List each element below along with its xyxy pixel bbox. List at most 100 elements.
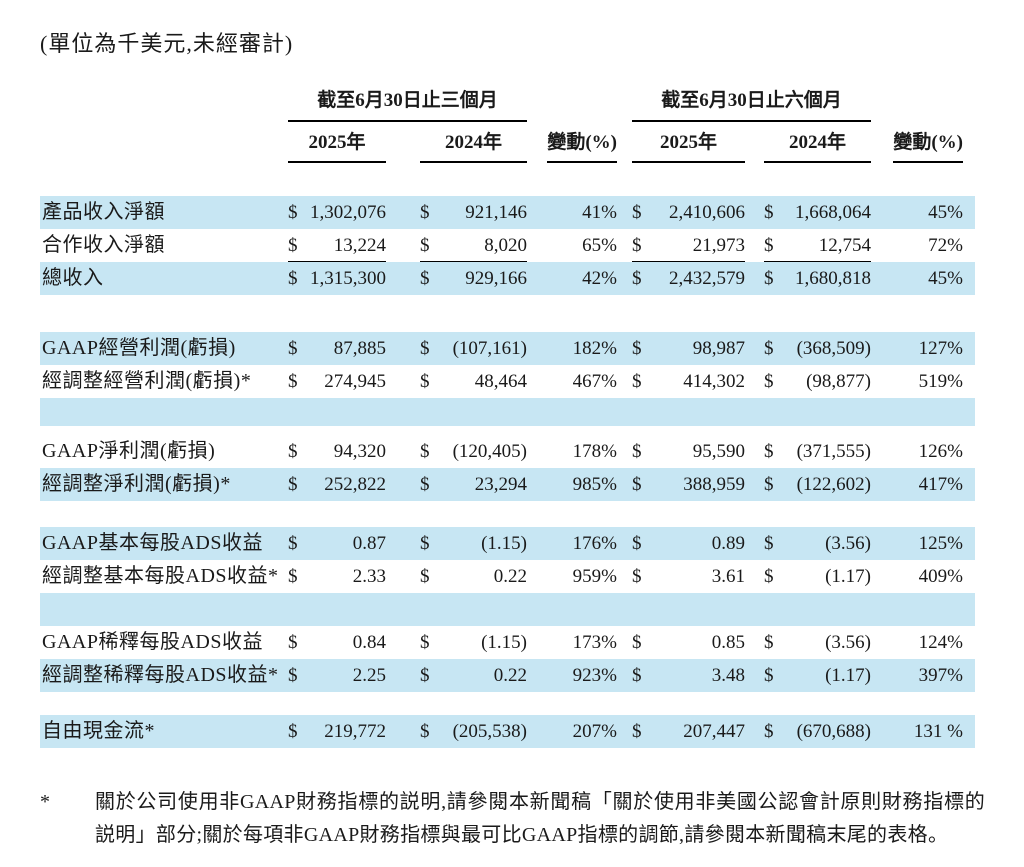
footnote: * 關於公司使用非GAAP財務指標的説明,請參閱本新聞稿「關於使用非美國公認會計… <box>40 786 985 852</box>
column-gap <box>617 659 632 692</box>
column-gap <box>386 229 420 262</box>
currency-symbol: $ <box>632 665 642 686</box>
table-header-groups: 截至6月30日止三個月 截至6月30日止六個月 <box>40 86 975 122</box>
column-header-2024-q: 2024年 <box>420 131 527 163</box>
change-cell: 45% <box>928 268 963 289</box>
change-cell: 923% <box>572 665 617 686</box>
value-cell: $23,294 <box>420 468 527 501</box>
value-cell: $94,320 <box>288 435 386 468</box>
amount: (1.15) <box>481 632 527 653</box>
value-cell: $0.87 <box>288 527 386 560</box>
value-cell: $0.85 <box>632 626 745 659</box>
column-gap <box>617 527 632 560</box>
value-cell: $1,668,064 <box>764 196 871 229</box>
column-gap <box>386 527 420 560</box>
change-cell: 173% <box>572 632 617 653</box>
column-gap <box>745 365 764 398</box>
value-cell: $ (3.56) <box>764 527 871 560</box>
column-gap <box>745 527 764 560</box>
amount: (122,602) <box>796 474 871 495</box>
amount: 1,315,300 <box>310 268 386 289</box>
column-gap <box>386 365 420 398</box>
amount: 2,432,579 <box>669 268 745 289</box>
value-cell: $414,302 <box>632 365 745 398</box>
currency-symbol: $ <box>288 202 298 223</box>
value-cell: $1,302,076 <box>288 196 386 229</box>
currency-symbol: $ <box>420 533 430 554</box>
row-right-pad <box>963 365 975 398</box>
table-header-columns: 2025年 2024年 變動(%) 2025年 2024年 變動(%) <box>40 129 975 163</box>
change-cell: 467% <box>572 371 617 392</box>
amount: (120,405) <box>452 441 527 462</box>
currency-symbol: $ <box>420 566 430 587</box>
column-group-six-months: 截至6月30日止六個月 <box>632 89 871 122</box>
currency-symbol: $ <box>420 338 430 359</box>
change-cell: 125% <box>918 533 963 554</box>
row-label: GAAP基本每股ADS收益 <box>42 532 263 554</box>
change-cell: 42% <box>582 268 617 289</box>
amount: (3.56) <box>825 632 871 653</box>
column-gap <box>386 262 420 295</box>
currency-symbol: $ <box>632 566 642 587</box>
amount: 13,224 <box>333 235 386 256</box>
value-cell: $ (205,538) <box>420 715 527 748</box>
column-gap <box>745 560 764 593</box>
spacer-row <box>40 692 975 715</box>
value-cell: $ (1.17) <box>764 659 871 692</box>
value-cell: $2.25 <box>288 659 386 692</box>
value-cell: $0.84 <box>288 626 386 659</box>
row-right-pad <box>963 560 975 593</box>
change-cell: 65% <box>582 235 617 256</box>
currency-symbol: $ <box>288 235 298 256</box>
change-cell: 417% <box>918 474 963 495</box>
change-cell: 519% <box>918 371 963 392</box>
amount: 0.85 <box>711 632 745 653</box>
value-cell: $1,680,818 <box>764 262 871 295</box>
value-cell: $0.89 <box>632 527 745 560</box>
row-right-pad <box>963 262 975 295</box>
amount: (371,555) <box>796 441 871 462</box>
change-cell: 178% <box>572 441 617 462</box>
currency-symbol: $ <box>288 338 298 359</box>
amount: 921,146 <box>465 202 527 223</box>
change-cell: 131 % <box>913 721 963 742</box>
column-gap <box>745 626 764 659</box>
amount: (205,538) <box>452 721 527 742</box>
change-cell: 409% <box>918 566 963 587</box>
column-header-2025-q: 2025年 <box>288 131 386 163</box>
value-cell: $3.48 <box>632 659 745 692</box>
change-cell: 207% <box>572 721 617 742</box>
amount: 0.84 <box>352 632 386 653</box>
currency-symbol: $ <box>632 441 642 462</box>
column-group-three-months: 截至6月30日止三個月 <box>288 89 527 122</box>
currency-symbol: $ <box>632 533 642 554</box>
value-cell: $388,959 <box>632 468 745 501</box>
currency-symbol: $ <box>632 338 642 359</box>
value-cell: $87,885 <box>288 332 386 365</box>
spacer-row <box>40 398 975 426</box>
footnote-text: 關於公司使用非GAAP財務指標的説明,請參閱本新聞稿「關於使用非美國公認會計原則… <box>95 791 985 846</box>
value-cell: $ (120,405) <box>420 435 527 468</box>
amount: 95,590 <box>692 441 745 462</box>
row-right-pad <box>963 196 975 229</box>
table-row: 自由現金流* $219,772 $ (205,538) 207% $207,447 $ (67… <box>40 715 975 748</box>
column-gap <box>386 659 420 692</box>
column-gap <box>386 715 420 748</box>
amount: 48,464 <box>474 371 527 392</box>
amount: 1,302,076 <box>310 202 386 223</box>
amount: (3.56) <box>825 533 871 554</box>
currency-symbol: $ <box>632 632 642 653</box>
table-row: GAAP經營利潤(虧損) $87,885 $ (107,161) 182% $98,987… <box>40 332 975 365</box>
amount: 219,772 <box>324 721 386 742</box>
value-cell: $8,020 <box>420 229 527 262</box>
value-cell: $ (1.15) <box>420 527 527 560</box>
column-gap <box>617 229 632 262</box>
column-gap <box>617 626 632 659</box>
column-header-change-h: 變動(%) <box>871 131 963 163</box>
change-cell: 985% <box>572 474 617 495</box>
currency-symbol: $ <box>764 533 774 554</box>
change-cell: 45% <box>928 202 963 223</box>
column-gap <box>386 626 420 659</box>
column-header-2025-h: 2025年 <box>632 131 745 163</box>
